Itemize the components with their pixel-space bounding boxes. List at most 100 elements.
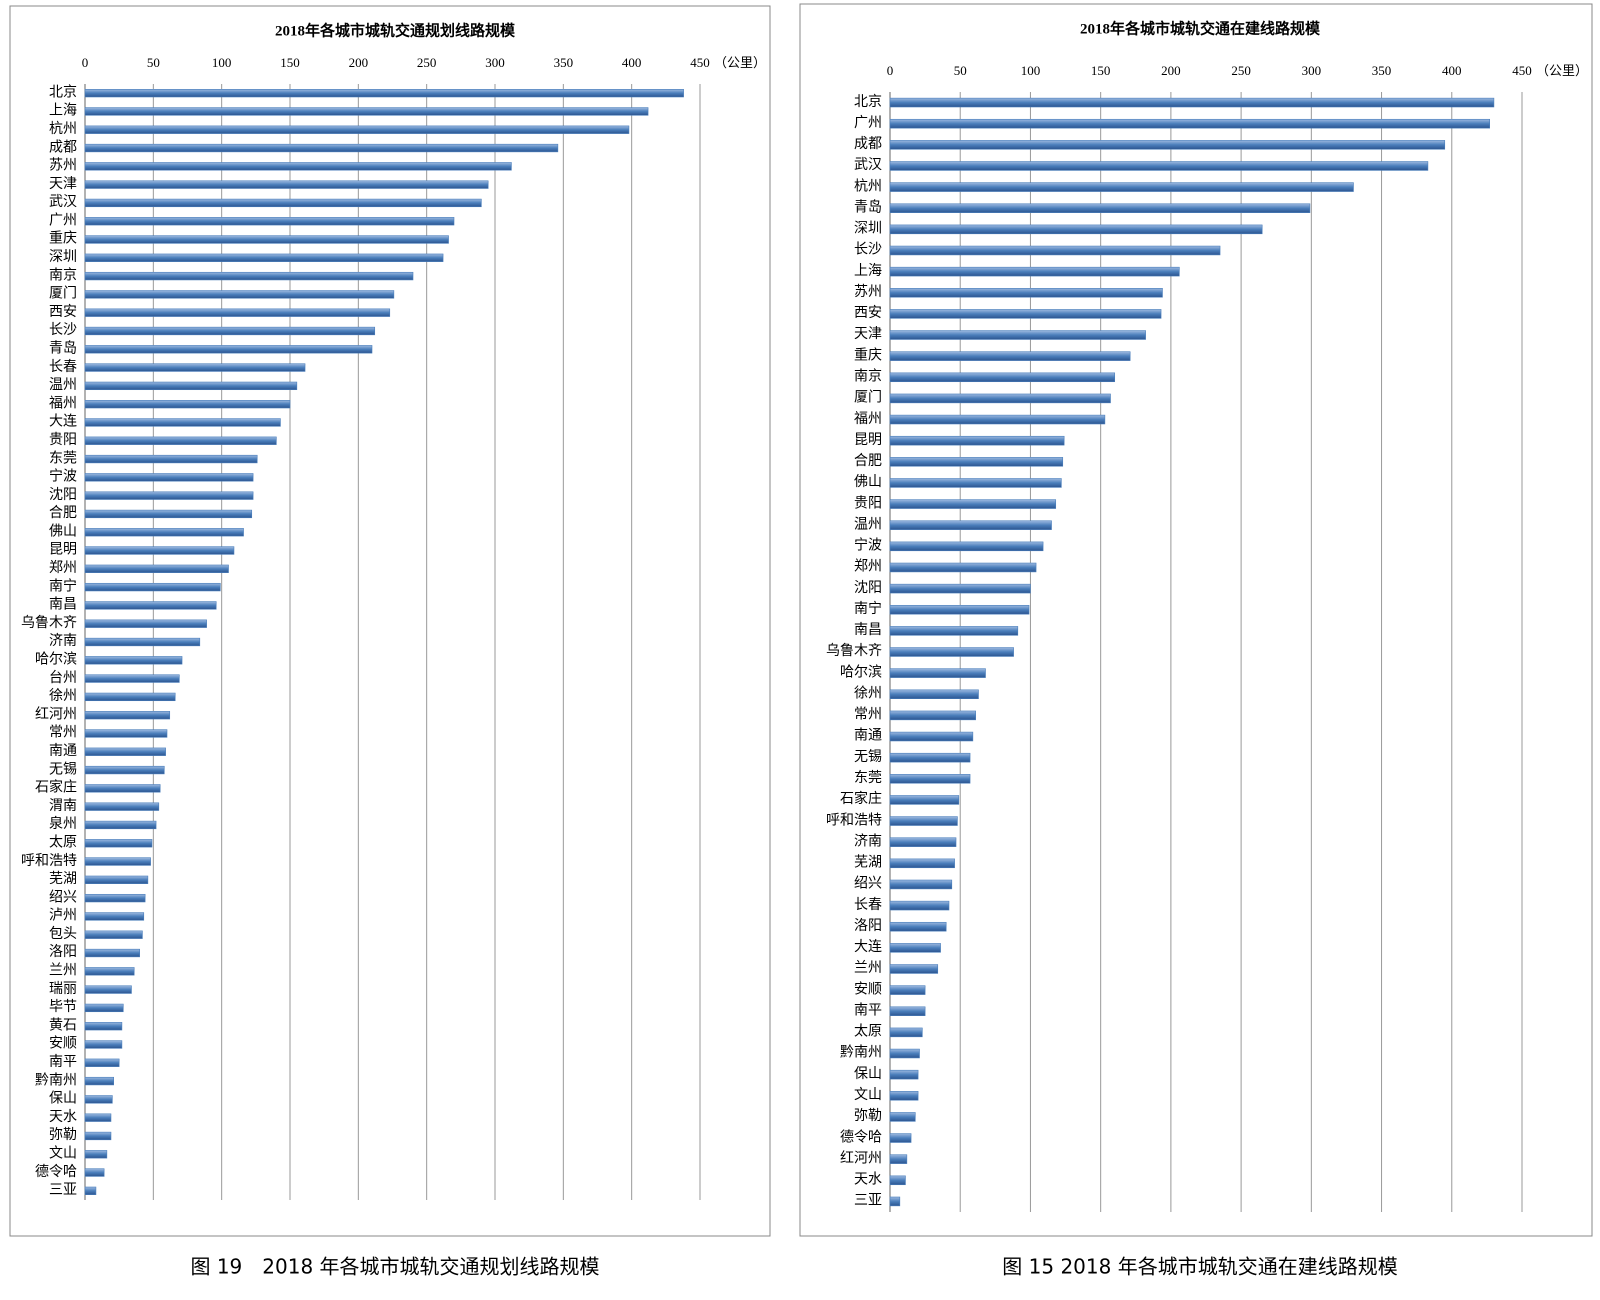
bar — [889, 161, 1429, 171]
bar — [889, 309, 1162, 319]
bar — [889, 97, 1495, 108]
y-tick-label: 德令哈 — [840, 1129, 882, 1145]
y-tick-label: 黔南州 — [35, 1072, 77, 1088]
bar — [84, 143, 559, 153]
bar — [889, 182, 1354, 192]
y-tick-label: 深圳 — [49, 249, 77, 265]
bar — [889, 774, 971, 784]
y-tick-label: 大连 — [854, 939, 882, 955]
bar — [889, 457, 1064, 467]
bar — [889, 520, 1052, 530]
bar — [84, 820, 157, 830]
bar — [84, 656, 183, 665]
bar — [889, 224, 1263, 235]
bar — [889, 478, 1062, 488]
x-tick-label: 450 — [690, 55, 710, 70]
y-tick-label: 杭州 — [854, 178, 882, 194]
y-tick-label: 保山 — [49, 1091, 77, 1107]
bar — [889, 393, 1111, 404]
y-tick-label: 保山 — [854, 1066, 882, 1082]
bar — [84, 784, 161, 793]
bar — [84, 528, 244, 537]
bar — [889, 837, 957, 847]
y-tick-label: 昆明 — [49, 543, 77, 558]
bar — [84, 418, 281, 427]
bar — [889, 921, 947, 932]
y-tick-label: 青岛 — [49, 340, 77, 356]
bar — [889, 1175, 906, 1186]
y-tick-label: 合肥 — [854, 453, 882, 469]
bar — [889, 964, 939, 974]
y-tick-label: 三亚 — [854, 1194, 882, 1209]
y-tick-label: 郑州 — [49, 560, 77, 576]
bar — [889, 943, 941, 953]
x-tick-label: 250 — [1231, 63, 1251, 78]
y-tick-label: 芜湖 — [854, 854, 882, 871]
bar — [84, 765, 165, 775]
y-tick-label: 厦门 — [854, 390, 882, 406]
y-tick-label: 南平 — [49, 1054, 77, 1070]
y-tick-label: 厦门 — [49, 286, 77, 302]
bar — [84, 509, 253, 519]
bar — [84, 308, 391, 317]
y-tick-label: 台州 — [49, 670, 77, 686]
y-tick-label: 泉州 — [49, 815, 77, 832]
y-tick-label: 瑞丽 — [49, 981, 77, 997]
bar — [84, 1113, 112, 1122]
y-tick-label: 北京 — [854, 94, 882, 110]
y-tick-label: 重庆 — [49, 231, 77, 247]
unit-label: （公里） — [1536, 63, 1588, 78]
x-tick-label: 150 — [280, 55, 300, 70]
bar — [84, 1040, 123, 1049]
y-tick-label: 广州 — [854, 115, 882, 131]
y-tick-label: 佛山 — [49, 523, 77, 539]
chart-title: 2018年各城市城轨交通在建线路规模 — [1080, 19, 1321, 37]
bar — [889, 879, 953, 890]
unit-label: （公里） — [714, 55, 766, 70]
bar — [84, 1186, 97, 1195]
x-tick-label: 50 — [954, 63, 967, 78]
y-tick-label: 青岛 — [854, 199, 882, 215]
y-tick-label: 乌鲁木齐 — [21, 615, 77, 631]
bar — [889, 626, 1019, 636]
chart-frame — [9, 5, 771, 1237]
y-tick-label: 弥勒 — [854, 1107, 882, 1124]
bar — [889, 562, 1037, 573]
bar — [889, 752, 971, 763]
y-tick-label: 三亚 — [49, 1183, 77, 1198]
y-tick-label: 黄石 — [49, 1016, 77, 1033]
y-tick-label: 苏州 — [49, 158, 77, 174]
y-tick-label: 绍兴 — [854, 876, 882, 892]
y-tick-label: 上海 — [49, 103, 77, 119]
y-tick-label: 常州 — [854, 707, 882, 723]
bar — [84, 967, 135, 976]
y-tick-label: 沈阳 — [854, 580, 882, 596]
bar — [84, 1150, 108, 1159]
bar — [889, 140, 1446, 150]
bar — [84, 637, 201, 647]
y-tick-label: 弥勒 — [49, 1126, 77, 1143]
y-tick-label: 红河州 — [840, 1150, 882, 1166]
bar — [84, 729, 168, 738]
y-tick-label: 绍兴 — [49, 889, 77, 905]
bar — [84, 162, 512, 171]
y-tick-label: 温州 — [854, 516, 882, 532]
y-tick-label: 合肥 — [49, 505, 77, 521]
y-tick-label: 福州 — [49, 395, 77, 411]
y-tick-label: 长春 — [49, 359, 77, 375]
bar — [889, 351, 1131, 361]
bar — [889, 858, 955, 869]
bar — [889, 1112, 916, 1122]
x-tick-label: 100 — [1021, 63, 1041, 78]
bar — [84, 217, 455, 226]
y-tick-label: 太原 — [49, 834, 77, 850]
bar — [84, 1022, 123, 1031]
y-tick-label: 南宁 — [854, 600, 882, 617]
y-tick-label: 重庆 — [854, 347, 882, 363]
bar — [889, 541, 1044, 552]
bar — [889, 499, 1057, 509]
y-tick-label: 文山 — [854, 1087, 882, 1103]
x-tick-label: 450 — [1512, 63, 1532, 78]
y-tick-label: 南通 — [49, 743, 77, 759]
